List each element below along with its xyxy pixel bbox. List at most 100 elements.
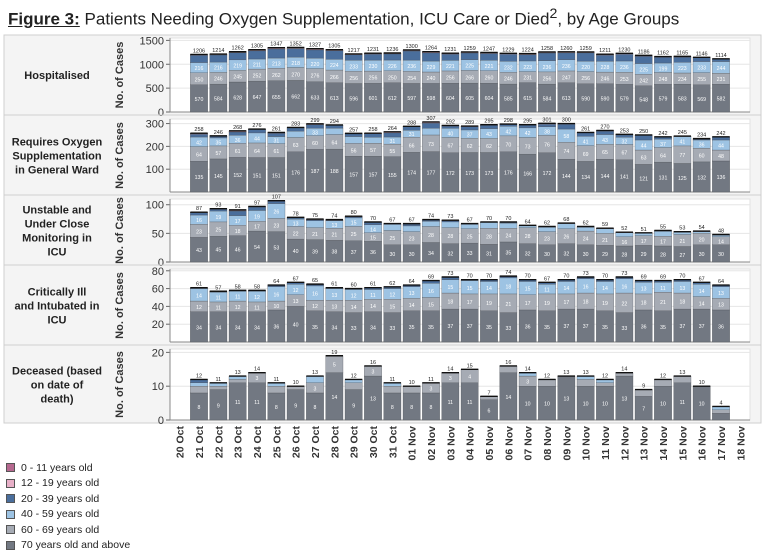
panel-2-segment-label: 151 xyxy=(253,173,262,179)
panel-2-y-tick-label: 300 xyxy=(146,119,164,131)
panel-1-segment-label: 224 xyxy=(330,63,339,69)
age-group-legend: 0 - 11 years old 12 - 19 years old 20 - 39… xyxy=(6,460,130,553)
panel-1-total-label: 1259 xyxy=(580,46,592,52)
panel-2-segment-label: 40 xyxy=(447,131,453,137)
panel-5-segment-label: 3 xyxy=(314,386,317,392)
panel-3-total-label: 74 xyxy=(331,214,337,220)
panel-4-segment-label: 35 xyxy=(660,325,666,331)
panel-2-segment-label: 60 xyxy=(699,154,705,160)
panel-4-total-label: 69 xyxy=(641,275,647,281)
panel-3-segment-label: 30 xyxy=(409,252,415,258)
panel-3-segment-label: 30 xyxy=(583,252,589,258)
panel-4-segment-label: 37 xyxy=(583,324,589,330)
panel-1-total-label: 1347 xyxy=(270,42,282,48)
panel-2-bar-segment xyxy=(634,135,653,141)
panel-3-segment-label: 26 xyxy=(563,235,569,241)
panel-1-segment-label: 220 xyxy=(311,62,320,68)
panel-5-total-label: 12 xyxy=(351,373,357,379)
panel-3-segment-label: 19 xyxy=(215,215,221,221)
panel-2-row-label-line: Supplementation xyxy=(12,151,102,163)
panel-2-segment-label: 44 xyxy=(254,136,260,142)
panel-2-total-label: 264 xyxy=(388,126,397,132)
panel-1-segment-label: 223 xyxy=(678,66,687,72)
panel-3-segment-label: 36 xyxy=(370,250,376,256)
panel-2-segment-label: 62 xyxy=(467,144,473,150)
panel-2-total-label: 253 xyxy=(620,128,629,134)
panel-1-segment-label: 597 xyxy=(407,96,416,102)
panel-4-segment-label: 21 xyxy=(505,302,511,308)
panel-1-segment-label: 226 xyxy=(388,64,397,70)
panel-5-bar-segment xyxy=(267,386,286,394)
panel-2-bar-segment xyxy=(441,125,460,129)
panel-2-segment-label: 42 xyxy=(196,140,202,146)
panel-5-y-axis-title: No. of Cases xyxy=(114,351,126,418)
panel-1-segment-label: 579 xyxy=(659,97,668,103)
panel-2-bar-segment xyxy=(364,137,382,144)
x-tick-label: 11 Nov xyxy=(600,426,612,460)
panel-5-row-label-line: Deceased (based xyxy=(12,366,102,378)
panel-3-y-axis-title: No. of Cases xyxy=(114,197,126,264)
panel-1-segment-label: 256 xyxy=(369,76,378,82)
panel-2-total-label: 246 xyxy=(214,130,223,136)
panel-5-total-label: 16 xyxy=(505,360,511,366)
x-tick-label: 26 Oct xyxy=(291,426,303,459)
panel-1-segment-label: 213 xyxy=(272,62,281,68)
panel-1-segment-label: 590 xyxy=(581,96,590,102)
panel-3-segment-label: 34 xyxy=(428,251,434,257)
panel-4-total-label: 73 xyxy=(447,271,453,277)
panel-5-segment-label: 8 xyxy=(314,405,317,411)
panel-3-segment-label: 28 xyxy=(486,235,492,241)
panel-3-bar-segment xyxy=(692,231,711,234)
x-tick-label: 13 Nov xyxy=(639,426,651,461)
panel-2-bar-segment xyxy=(654,137,672,140)
panel-2-total-label: 270 xyxy=(600,124,609,130)
panel-4-segment-label: 13 xyxy=(331,293,337,299)
panel-3-bar-segment xyxy=(441,220,460,223)
panel-3-total-label: 97 xyxy=(254,200,260,206)
panel-3-segment-label: 25 xyxy=(389,236,395,242)
panel-2-segment-label: 55 xyxy=(389,149,395,155)
panel-2-segment-label: 136 xyxy=(717,175,726,181)
panel-1-total-label: 1211 xyxy=(599,48,611,54)
panel-1-bar-segment xyxy=(634,56,653,64)
legend-label: 20 - 39 years old xyxy=(21,492,100,505)
panel-5-segment-label: 8 xyxy=(275,405,278,411)
panel-1-segment-label: 569 xyxy=(697,97,706,103)
panel-4-total-label: 61 xyxy=(196,282,202,288)
panel-1-segment-label: 585 xyxy=(504,97,513,103)
panel-1-segment-label: 256 xyxy=(543,77,552,83)
panel-2-segment-label: 43 xyxy=(602,138,608,144)
panel-2-segment-label: 64 xyxy=(660,153,666,159)
panel-4-segment-label: 13 xyxy=(679,286,685,292)
panel-1-segment-label: 211 xyxy=(253,63,261,69)
panel-1-segment-label: 583 xyxy=(678,97,687,103)
panel-1-segment-label: 613 xyxy=(562,96,571,102)
panel-2-segment-label: 63 xyxy=(293,143,299,149)
panel-3-segment-label: 23 xyxy=(273,224,279,230)
x-tick-label: 25 Oct xyxy=(271,426,283,459)
panel-5-total-label: 13 xyxy=(583,370,589,376)
panel-1-bar-segment xyxy=(441,54,460,61)
panel-4-row-label: Critically Ill and Intubated in ICU xyxy=(15,287,100,327)
panel-1-segment-label: 252 xyxy=(253,74,262,80)
panel-1-segment-label: 245 xyxy=(233,75,242,81)
panel-1-segment-label: 655 xyxy=(272,95,281,101)
panel-4-segment-label: 35 xyxy=(409,325,415,331)
panel-2-total-label: 283 xyxy=(291,121,300,127)
panel-4-segment-label: 36 xyxy=(641,324,647,330)
panel-1-segment-label: 244 xyxy=(717,66,726,72)
panel-2-total-label: 299 xyxy=(310,118,319,124)
panel-3-segment-label: 32 xyxy=(525,251,531,257)
panel-2-segment-label: 134 xyxy=(581,175,590,181)
panel-1-segment-label: 220 xyxy=(581,65,590,71)
panel-2-segment-label: 69 xyxy=(583,152,589,158)
x-tick-label: 06 Nov xyxy=(503,426,515,461)
panel-1-segment-label: 216 xyxy=(195,66,204,72)
panel-5-total-label: 12 xyxy=(196,373,202,379)
panel-4-segment-label: 37 xyxy=(679,324,685,330)
panel-5-segment-label: 10 xyxy=(544,402,550,408)
panel-5-bar-segment xyxy=(596,382,614,387)
panel-2-bar-segment xyxy=(538,124,556,127)
panel-4-segment-label: 13 xyxy=(718,291,724,297)
panel-3-bar-segment xyxy=(209,209,228,212)
